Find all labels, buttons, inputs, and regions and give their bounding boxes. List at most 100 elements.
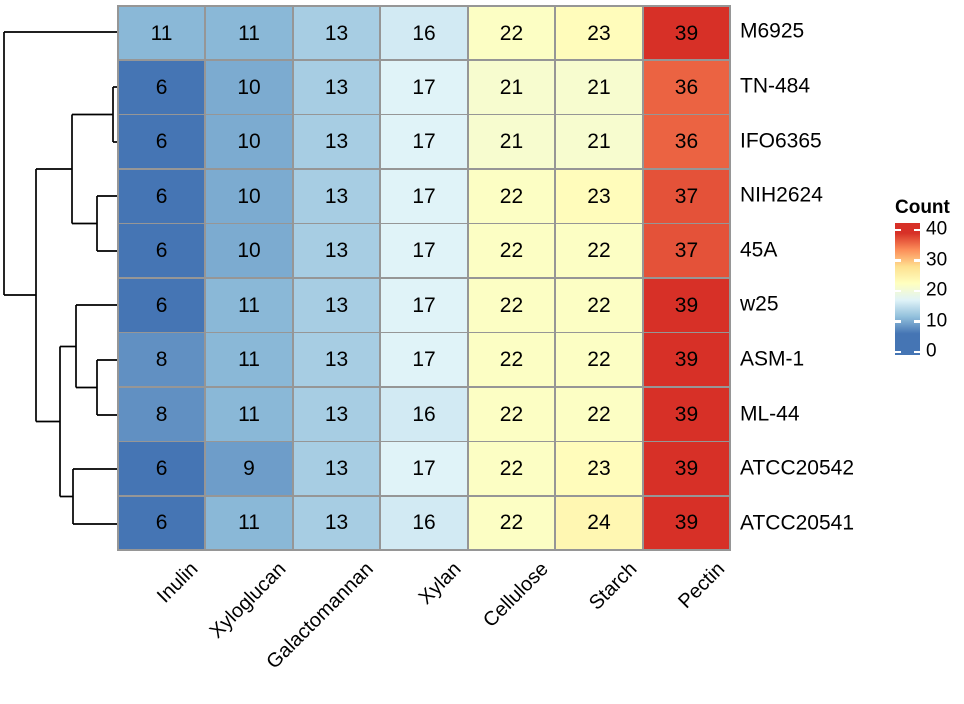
heatmap-cell: 17 (381, 224, 467, 278)
heatmap-cell: 23 (556, 6, 642, 60)
heatmap-cell: 13 (293, 6, 380, 60)
heatmap-cell: 39 (643, 278, 730, 332)
heatmap-cell: 10 (206, 224, 292, 278)
heatmap-cell: 39 (643, 442, 730, 495)
legend-tick-label: 20 (926, 279, 948, 301)
legend-gradient-bar (895, 223, 920, 355)
heatmap-cell: 11 (118, 6, 205, 60)
column-label: Inulin (153, 558, 203, 608)
legend-tick-mark (895, 289, 901, 293)
legend-tick-mark (895, 228, 901, 232)
heatmap-cell: 22 (468, 169, 555, 223)
heatmap-cell: 13 (293, 278, 380, 332)
heatmap-cell: 21 (556, 115, 642, 169)
heatmap-cell: 21 (468, 115, 555, 169)
row-label: ML-44 (740, 402, 800, 426)
heatmap-cell: 36 (643, 115, 730, 169)
legend-tick-mark (914, 259, 920, 262)
heatmap-cell: 16 (381, 387, 467, 441)
heatmap-cell: 6 (118, 169, 205, 223)
row-label: NIH2624 (740, 183, 823, 207)
heatmap-cell: 11 (206, 387, 292, 441)
heatmap-cell: 13 (293, 442, 380, 495)
heatmap-cell: 13 (293, 115, 380, 169)
column-label: Pectin (673, 558, 729, 613)
heatmap-cell: 17 (381, 442, 467, 495)
heatmap-cell: 6 (118, 278, 205, 332)
row-label: IFO6365 (740, 129, 822, 153)
heatmap-cell: 17 (381, 169, 467, 223)
heatmap-cell: 13 (293, 387, 380, 441)
heatmap-cell: 6 (118, 496, 205, 550)
heatmap-cell: 6 (118, 224, 205, 278)
legend-tick-mark (914, 228, 920, 232)
heatmap-cell: 13 (293, 333, 380, 387)
heatmap-cell: 17 (381, 278, 467, 332)
row-label: 45A (740, 238, 778, 262)
heatmap-cell: 22 (468, 496, 555, 550)
legend-tick-mark (914, 289, 920, 293)
heatmap-cell: 11 (206, 333, 292, 387)
heatmap-cell: 22 (468, 387, 555, 441)
legend-tick-label: 10 (926, 310, 948, 332)
heatmap-cell: 10 (206, 115, 292, 169)
heatmap-cell: 9 (206, 442, 292, 495)
heatmap-cell: 22 (556, 387, 642, 441)
heatmap-cell: 10 (206, 61, 292, 114)
legend-title: Count (895, 197, 950, 218)
row-dendrogram (3, 31, 117, 525)
row-label: ATCC20542 (740, 456, 855, 480)
heatmap-cell: 22 (468, 224, 555, 278)
heatmap-cell: 13 (293, 169, 380, 223)
heatmap-cell: 23 (556, 169, 642, 223)
heatmap-cell: 22 (468, 442, 555, 495)
legend-tick-mark (895, 350, 901, 354)
heatmap-grid: 11 11 13 16 22 23 39 6 10 13 17 21 21 36 6 10 13 17 21 21 36… (117, 5, 731, 551)
heatmap-cell: 21 (556, 61, 642, 114)
heatmap-cell: 39 (643, 496, 730, 550)
heatmap-cell: 37 (643, 224, 730, 278)
color-legend: Count 40 30 20 10 0 (895, 197, 964, 367)
row-label: M6925 (740, 19, 805, 43)
heatmap-cell: 8 (118, 387, 205, 441)
column-label: Xylan (414, 558, 466, 609)
heatmap-cell: 11 (206, 6, 292, 60)
heatmap-cell: 6 (118, 442, 205, 495)
heatmap-cell: 17 (381, 61, 467, 114)
heatmap-cell: 22 (556, 333, 642, 387)
heatmap-cell: 16 (381, 6, 467, 60)
legend-tick-mark (895, 259, 901, 262)
legend-tick-mark (914, 320, 920, 323)
heatmap-cell: 13 (293, 224, 380, 278)
legend-tick-label: 0 (926, 340, 937, 362)
heatmap-cell: 16 (381, 496, 467, 550)
heatmap-cell: 23 (556, 442, 642, 495)
heatmap-cell: 11 (206, 278, 292, 332)
legend-tick-mark (895, 320, 901, 323)
legend-tick-mark (914, 350, 920, 354)
legend-tick-label: 30 (926, 249, 948, 271)
heatmap-cell: 13 (293, 496, 380, 550)
heatmap-cell: 13 (293, 61, 380, 114)
heatmap-cell: 24 (556, 496, 642, 550)
heatmap-cell: 22 (556, 224, 642, 278)
heatmap-cell: 6 (118, 61, 205, 114)
heatmap-cell: 8 (118, 333, 205, 387)
column-label: Xyloglucan (205, 558, 291, 643)
row-label: TN-484 (740, 74, 811, 98)
heatmap-cell: 17 (381, 333, 467, 387)
heatmap-cell: 22 (468, 278, 555, 332)
column-label: Cellulose (479, 558, 554, 632)
heatmap-cell: 39 (643, 6, 730, 60)
heatmap-cell: 21 (468, 61, 555, 114)
heatmap-cell: 37 (643, 169, 730, 223)
heatmap-cell: 39 (643, 333, 730, 387)
row-label: w25 (740, 292, 779, 316)
column-label: Starch (584, 558, 641, 615)
heatmap-cell: 39 (643, 387, 730, 441)
heatmap-cell: 22 (556, 278, 642, 332)
heatmap-cell: 17 (381, 115, 467, 169)
row-label: ATCC20541 (740, 511, 855, 535)
heatmap-cell: 22 (468, 6, 555, 60)
heatmap-cell: 11 (206, 496, 292, 550)
